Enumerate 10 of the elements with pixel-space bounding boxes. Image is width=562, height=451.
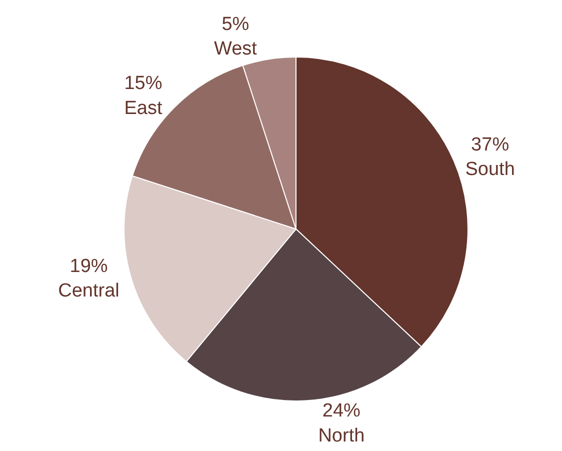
- slice-label: North: [318, 425, 365, 446]
- data-label: 19%: [70, 256, 108, 277]
- slice-label: East: [124, 98, 163, 119]
- slice-label: Central: [58, 280, 120, 302]
- data-label: 15%: [124, 73, 162, 94]
- data-label: 24%: [322, 400, 361, 422]
- slice-label: South: [465, 158, 515, 180]
- data-label: 5%: [222, 14, 250, 35]
- data-label: 37%: [471, 134, 510, 156]
- slice-label: West: [214, 38, 258, 60]
